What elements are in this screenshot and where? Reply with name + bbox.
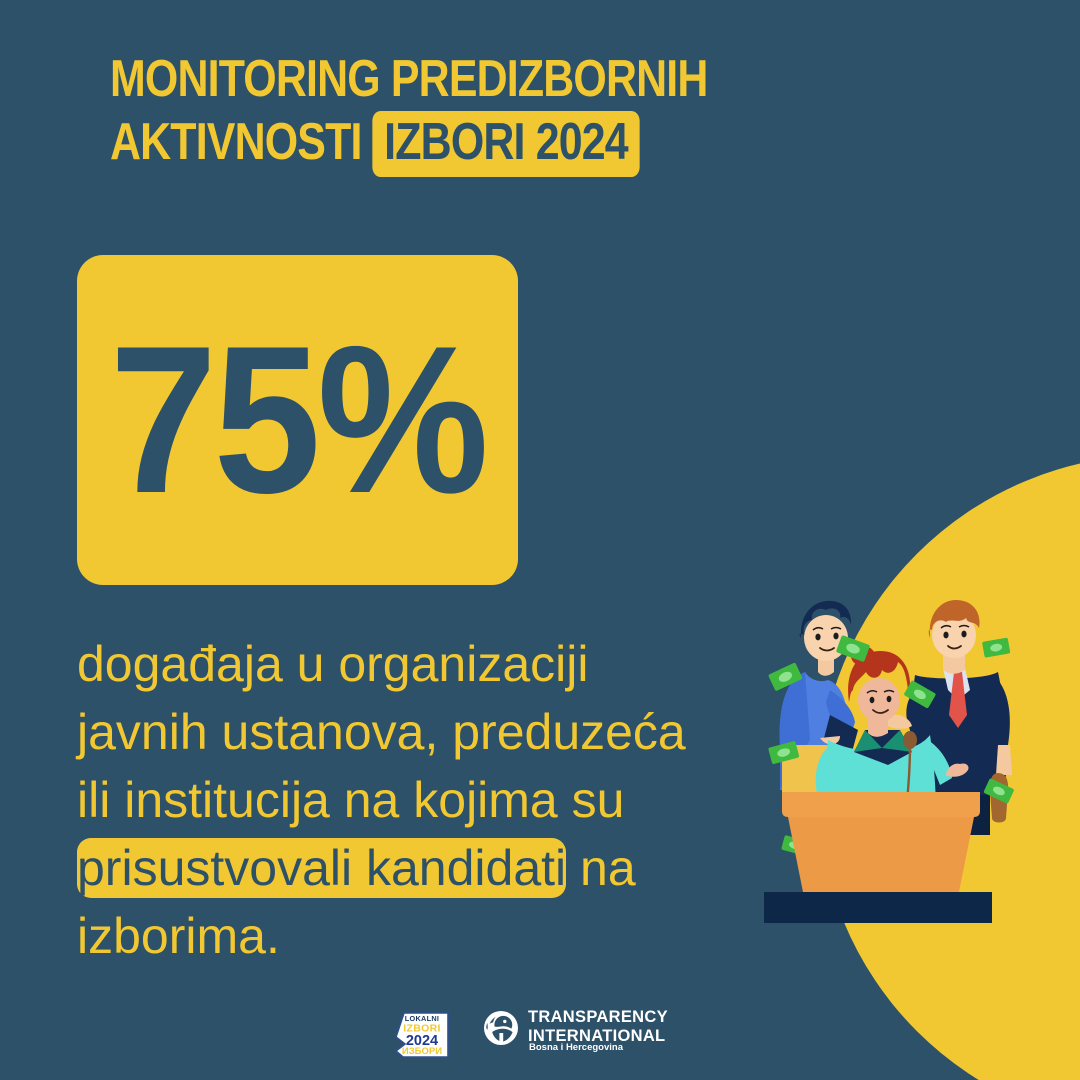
svg-text:ИЗБОРИ: ИЗБОРИ bbox=[402, 1046, 442, 1057]
